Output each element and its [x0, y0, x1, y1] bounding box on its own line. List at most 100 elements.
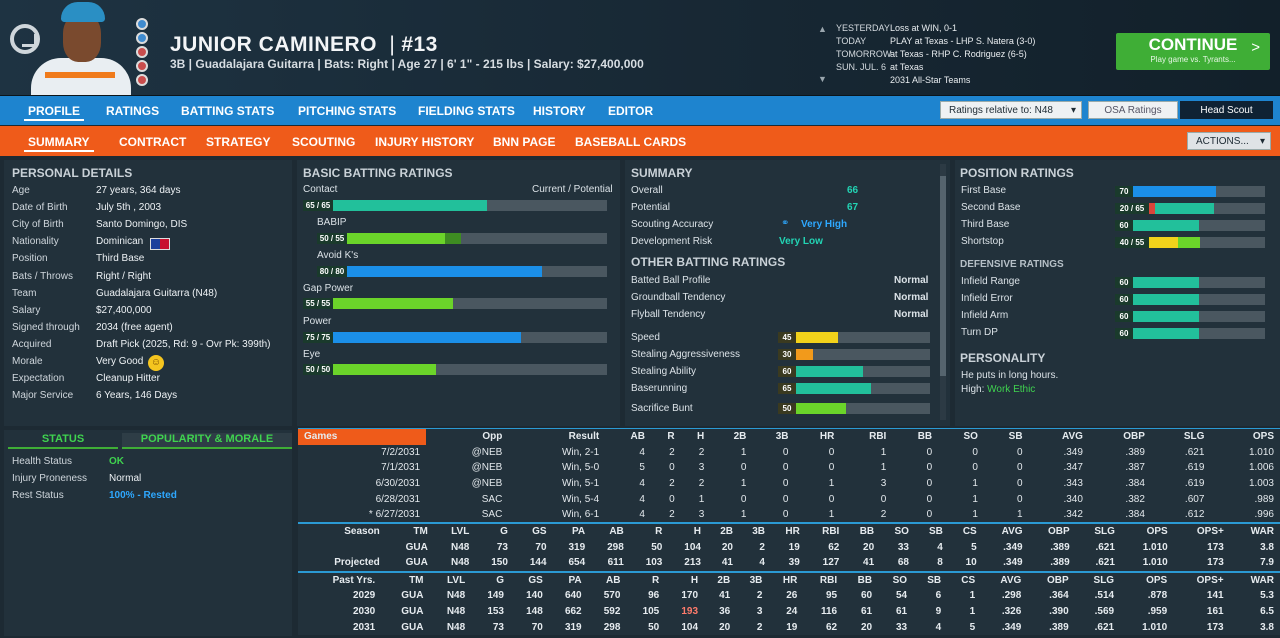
tab-fielding-stats[interactable]: FIELDING STATS	[418, 104, 515, 118]
tab-contract[interactable]: CONTRACT	[119, 135, 187, 149]
column-header: OBP	[1027, 571, 1075, 589]
column-header: Season	[298, 522, 386, 540]
position-label: Second Base	[961, 202, 1021, 213]
column-header: LVL	[429, 571, 472, 589]
column-header: AB	[587, 571, 627, 589]
speed-rating-bar: 45	[778, 332, 930, 343]
position-rating-value: 70	[1115, 186, 1133, 197]
schedule-row[interactable]: 2031 All-Star Teams	[890, 75, 971, 85]
column-header: R	[629, 522, 669, 540]
schedule-row[interactable]: YESTERDAY Loss at WIN, 0-1	[836, 23, 958, 33]
column-header: SO	[963, 431, 978, 443]
speed-rating-value: 30	[778, 349, 796, 360]
column-header: SLG	[1074, 571, 1121, 589]
column-header: R	[667, 431, 675, 443]
tab-batting-stats[interactable]: BATTING STATS	[181, 104, 275, 118]
tab-scouting[interactable]: SCOUTING	[292, 135, 356, 149]
column-header: WAR	[1229, 571, 1280, 589]
scrollbar[interactable]	[940, 164, 946, 420]
tab-status[interactable]: STATUS	[8, 433, 118, 449]
tab-injury-history[interactable]: INJURY HISTORY	[375, 135, 475, 149]
osa-ratings-button[interactable]: OSA Ratings	[1088, 101, 1178, 119]
position-label: Shortstop	[961, 236, 1004, 247]
other-rating-value: Normal	[894, 275, 929, 286]
position-label: Third Base	[961, 219, 1010, 230]
actions-menu[interactable]: ACTIONS... ▾	[1187, 132, 1271, 150]
table-header: Season TM LVL G GS PA AB R H 2B 3B HR RBI BB SO SB CS AVG…	[298, 522, 1280, 571]
table-row[interactable]: GUA N48 73 70 319 298 50 104 20 2 19 62 20 33 4 5.349.3…	[405, 541, 1274, 553]
rating-label: BABIP	[317, 217, 347, 228]
tab-ratings[interactable]: RATINGS	[106, 104, 160, 118]
tab-strategy[interactable]: STRATEGY	[206, 135, 271, 149]
schedule-up-icon[interactable]: ▲	[818, 24, 827, 34]
rating-label: Avoid K's	[317, 250, 359, 261]
speed-rating-bar: 65	[778, 383, 930, 394]
rating-bar: 50 / 55	[317, 233, 607, 244]
table-row[interactable]: Projected GUA N48 150 144 654 611 103 213 41 4 39 12…	[334, 557, 1274, 569]
rating-value: 80 / 80	[317, 266, 347, 277]
continue-button[interactable]: CONTINUE Play game vs. Tyrants... >	[1116, 33, 1270, 70]
defensive-rating-value: 60	[1115, 294, 1133, 305]
tab-editor[interactable]: EDITOR	[608, 104, 654, 118]
tab-history[interactable]: HISTORY	[533, 104, 586, 118]
player-header: JUNIOR CAMINERO | #13 3B | Guadalajara Gu…	[0, 0, 1280, 96]
table-row[interactable]: 6/28/2031 SAC Win, 5-4 4 0 1 0 0 0 0 0 1 0.340.382.6…	[375, 493, 1274, 505]
table-row[interactable]: 2030 GUA N48 153 148 662 592 105 193 36 3 24 116 61 61…	[352, 606, 1274, 618]
position-label: First Base	[961, 185, 1007, 196]
column-header: Past Yrs.	[298, 571, 382, 589]
table-row[interactable]: 7/2/2031 @NEB Win, 2-1 4 2 2 1 0 0 1 0 0 0.349.389.6…	[381, 446, 1274, 458]
player-info: 3B | Guadalajara Guitarra | Bats: Right …	[170, 57, 644, 71]
rating-label: Contact	[303, 184, 338, 195]
tab-baseball-cards[interactable]: BASEBALL CARDS	[575, 135, 687, 149]
column-header: SLG	[1183, 431, 1205, 443]
personality-high: High: Work Ethic	[961, 384, 1036, 395]
column-header: R	[626, 571, 666, 589]
section-title: POSITION RATINGS	[960, 166, 1074, 180]
tab-summary[interactable]: SUMMARY	[24, 135, 94, 152]
column-header: PA	[548, 571, 588, 589]
schedule-down-icon[interactable]: ▼	[818, 74, 827, 84]
column-header: 2B	[733, 431, 747, 443]
main-tabs: PROFILE RATINGS BATTING STATS PITCHING S…	[0, 96, 1280, 125]
rating-bar: 65 / 65	[303, 200, 607, 211]
table-row[interactable]: 6/30/2031 @NEB Win, 5-1 4 2 2 1 0 1 3 0 1 0.343.384.…	[375, 477, 1274, 489]
speed-rating-label: Speed	[631, 332, 660, 343]
tab-pitching-stats[interactable]: PITCHING STATS	[298, 104, 397, 118]
column-header: TM	[385, 522, 434, 540]
schedule-row[interactable]: TODAY PLAY at Texas - LHP S. Natera (3-0)	[836, 36, 1036, 46]
table-row[interactable]: * 6/27/2031 SAC Win, 6-1 4 2 3 1 0 1 2 0 1 1.342.384…	[368, 508, 1274, 520]
rating-bar: 50 / 50	[303, 364, 607, 375]
column-header: BB	[845, 522, 881, 540]
head-scout-button[interactable]: Head Scout	[1180, 101, 1273, 119]
tab-profile[interactable]: PROFILE	[24, 104, 85, 121]
table-header: Games Opp Result AB R H 2B 3B HR RBI BB SO SB AVG OBP S…	[298, 428, 1280, 445]
table-row[interactable]: 2031 GUA N48 73 70 319 298 50 104 20 2 19 62 20 33 4 5.3…	[352, 621, 1274, 633]
column-header: BB	[917, 431, 933, 443]
section-title: PERSONALITY	[960, 351, 1046, 365]
tab-popularity-morale[interactable]: POPULARITY & MORALE	[122, 433, 292, 449]
speed-rating-value: 60	[778, 366, 796, 377]
table-row[interactable]: 2029 GUA N48 149 140 640 570 96 170 41 2 26 95 60 54 6 1…	[352, 590, 1274, 602]
column-header: HR	[768, 571, 804, 589]
rating-value: 65 / 65	[303, 200, 333, 211]
other-rating-label: Groundball Tendency	[631, 292, 726, 303]
section-title: SUMMARY	[631, 166, 693, 180]
column-header: SLG	[1075, 522, 1121, 540]
column-header: SO	[880, 522, 915, 540]
stats-table: Games Opp Result AB R H 2B 3B HR RBI BB SO SB AVG OBP S…	[298, 428, 1280, 635]
tab-bnn-page[interactable]: BNN PAGE	[493, 135, 556, 149]
table-row[interactable]: 7/1/2031 @NEB Win, 5-0 5 0 3 0 0 0 1 0 0 0.347.387.6…	[381, 462, 1274, 474]
player-portrait	[25, 0, 135, 95]
column-header: GS	[510, 571, 549, 589]
rating-value: 75 / 75	[303, 332, 333, 343]
position-rating-bar: 70	[1115, 186, 1265, 197]
schedule-row[interactable]: SUN. JUL. 6 at Texas	[836, 62, 924, 72]
column-header: HR	[819, 431, 835, 443]
column-header: 2B	[706, 522, 739, 540]
column-header: AB	[630, 431, 645, 443]
schedule-row[interactable]: TOMORROW at Texas - RHP C. Rodriguez (6-5…	[836, 49, 1027, 59]
speed-rating-bar: 50	[778, 403, 930, 414]
games-dropdown[interactable]: Games	[298, 428, 427, 445]
ratings-relative-select[interactable]: Ratings relative to: N48 ▾	[940, 101, 1082, 119]
scouting-accuracy-value: Very High	[801, 219, 848, 230]
